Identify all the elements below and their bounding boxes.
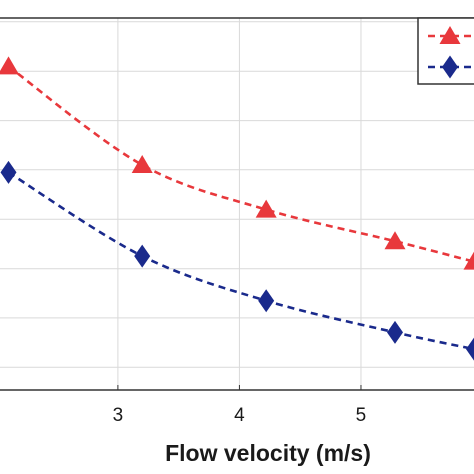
grid-lines	[0, 18, 474, 390]
series-1-marker-1	[134, 244, 151, 268]
series-0-line	[7, 65, 474, 263]
series-1-marker-0	[0, 160, 17, 184]
x-tick-label-0: 3	[113, 405, 124, 426]
series-1-marker-3	[387, 320, 403, 344]
legend-marker-0	[439, 26, 461, 44]
x-tick-label-1: 4	[234, 405, 245, 426]
series-0-marker-1	[131, 154, 153, 173]
series-0-marker-2	[255, 199, 277, 218]
legend	[417, 17, 474, 85]
series-0-marker-4	[463, 251, 474, 270]
series-1	[0, 160, 474, 361]
legend-item-1	[428, 55, 474, 79]
series-1-marker-2	[258, 289, 275, 313]
series-0	[0, 56, 474, 270]
legend-box	[417, 17, 474, 85]
series-layer	[0, 56, 474, 361]
series-0-marker-0	[0, 56, 20, 75]
plot-frame	[0, 17, 474, 391]
series-1-line	[7, 171, 474, 351]
x-tick-label-2: 5	[356, 405, 367, 426]
legend-item-0	[428, 26, 474, 44]
x-tick-labels: 3 4 5	[113, 405, 367, 426]
x-axis-title: Flow velocity (m/s)	[165, 440, 371, 466]
series-0-marker-3	[384, 231, 406, 250]
legend-marker-1	[442, 55, 458, 79]
series-1-marker-4	[466, 337, 474, 361]
